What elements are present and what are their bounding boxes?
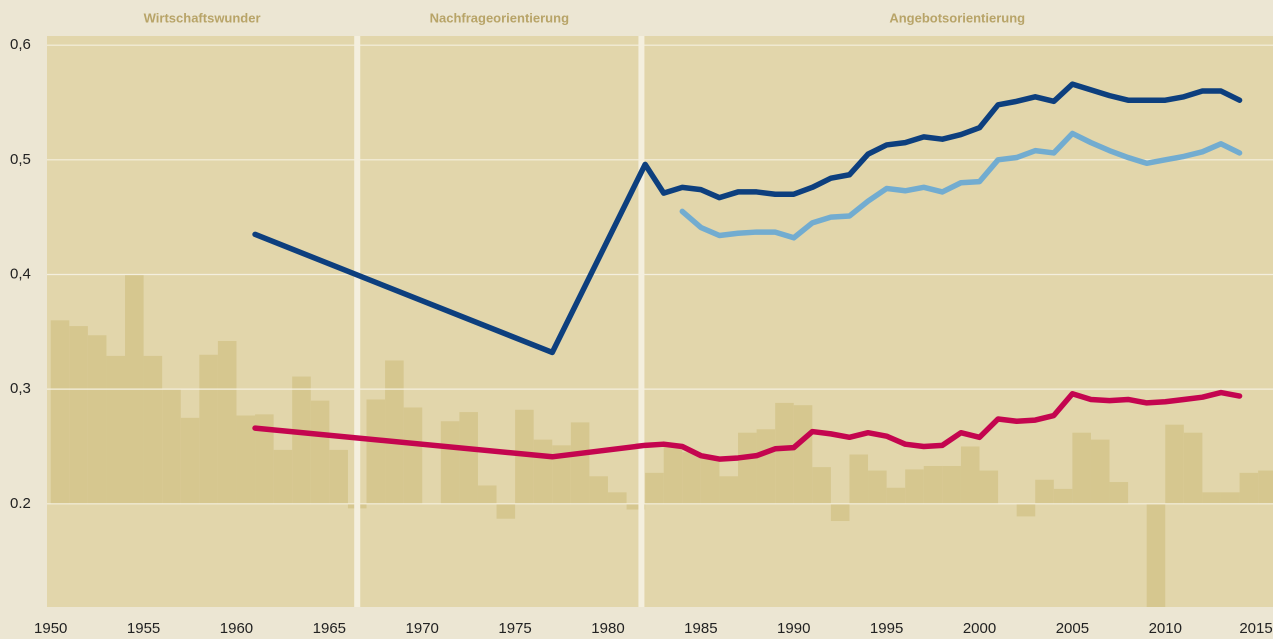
bar (50, 320, 70, 504)
bar (329, 449, 348, 504)
line (252, 81, 1243, 356)
y-tick-label: 0,4 (10, 265, 31, 282)
plot-background (47, 36, 1273, 607)
bar (589, 476, 608, 504)
x-tick-label: 1970 (406, 620, 439, 637)
bar (1165, 424, 1184, 504)
bar (1072, 432, 1091, 504)
x-tick-label: 2015 (1239, 620, 1272, 637)
bar (87, 335, 107, 504)
bar (849, 454, 869, 504)
bar (942, 465, 961, 504)
period-label: Wirtschaftswunder (144, 10, 261, 25)
bar (700, 457, 720, 504)
x-tick-label: 1990 (777, 620, 810, 637)
x-tick-label: 1960 (220, 620, 253, 637)
bar (905, 469, 924, 504)
bar (106, 355, 126, 504)
bar (496, 503, 516, 519)
bar (1183, 432, 1203, 504)
x-tick-label: 2005 (1056, 620, 1089, 637)
bar (719, 476, 739, 504)
bar (1239, 472, 1259, 504)
bar (682, 452, 701, 504)
bar (793, 405, 813, 504)
x-tick-label: 1975 (498, 620, 531, 637)
bar (162, 389, 181, 504)
bar (552, 445, 571, 504)
bar (199, 354, 218, 504)
bar (775, 402, 794, 504)
bar (830, 503, 850, 522)
bar (255, 414, 274, 504)
bar (979, 470, 999, 504)
bar (1016, 503, 1036, 517)
bar (756, 429, 776, 504)
y-tick-label: 0.2 (10, 495, 31, 512)
x-tick-label: 1995 (870, 620, 903, 637)
x-tick-label: 2010 (1149, 620, 1182, 637)
x-tick-label: 1985 (684, 620, 717, 637)
bar (385, 360, 404, 504)
period-label: Angebotsorientierung (889, 10, 1025, 25)
bar (143, 355, 163, 504)
bar (738, 432, 757, 504)
y-tick-label: 0,6 (10, 36, 31, 53)
bar (626, 503, 646, 510)
bar (1146, 503, 1166, 607)
bar (1258, 470, 1273, 504)
bar (477, 485, 497, 504)
bar (403, 407, 423, 504)
bar (1035, 479, 1054, 504)
bar (273, 449, 293, 504)
bar (440, 421, 460, 504)
bar (886, 487, 906, 504)
y-tick-label: 0,5 (10, 151, 31, 168)
x-tick-label: 1980 (591, 620, 624, 637)
bar (69, 326, 88, 504)
x-tick-label: 2000 (963, 620, 996, 637)
y-tick-label: 0,3 (10, 380, 31, 397)
bar (310, 400, 330, 504)
bar (217, 340, 237, 504)
x-tick-label: 1950 (34, 620, 67, 637)
bar (1220, 492, 1240, 504)
bar (366, 399, 386, 504)
bar (459, 412, 478, 504)
line (252, 389, 1243, 462)
bar (663, 446, 683, 504)
bar (236, 415, 256, 504)
bar (868, 470, 887, 504)
bar (1202, 492, 1221, 504)
bar (645, 472, 664, 504)
bar (923, 465, 943, 504)
x-tick-label: 1965 (313, 620, 346, 637)
bar (1053, 488, 1073, 504)
bar (960, 446, 980, 504)
line (679, 130, 1243, 241)
bar (1090, 439, 1110, 504)
bar (180, 417, 200, 504)
bar (570, 422, 590, 504)
period-label: Nachfrageorientierung (430, 10, 569, 25)
bar (533, 439, 553, 504)
x-tick-label: 1955 (127, 620, 160, 637)
bar (812, 467, 831, 504)
bar (607, 492, 627, 504)
bar (1109, 482, 1129, 504)
bar (292, 376, 311, 504)
